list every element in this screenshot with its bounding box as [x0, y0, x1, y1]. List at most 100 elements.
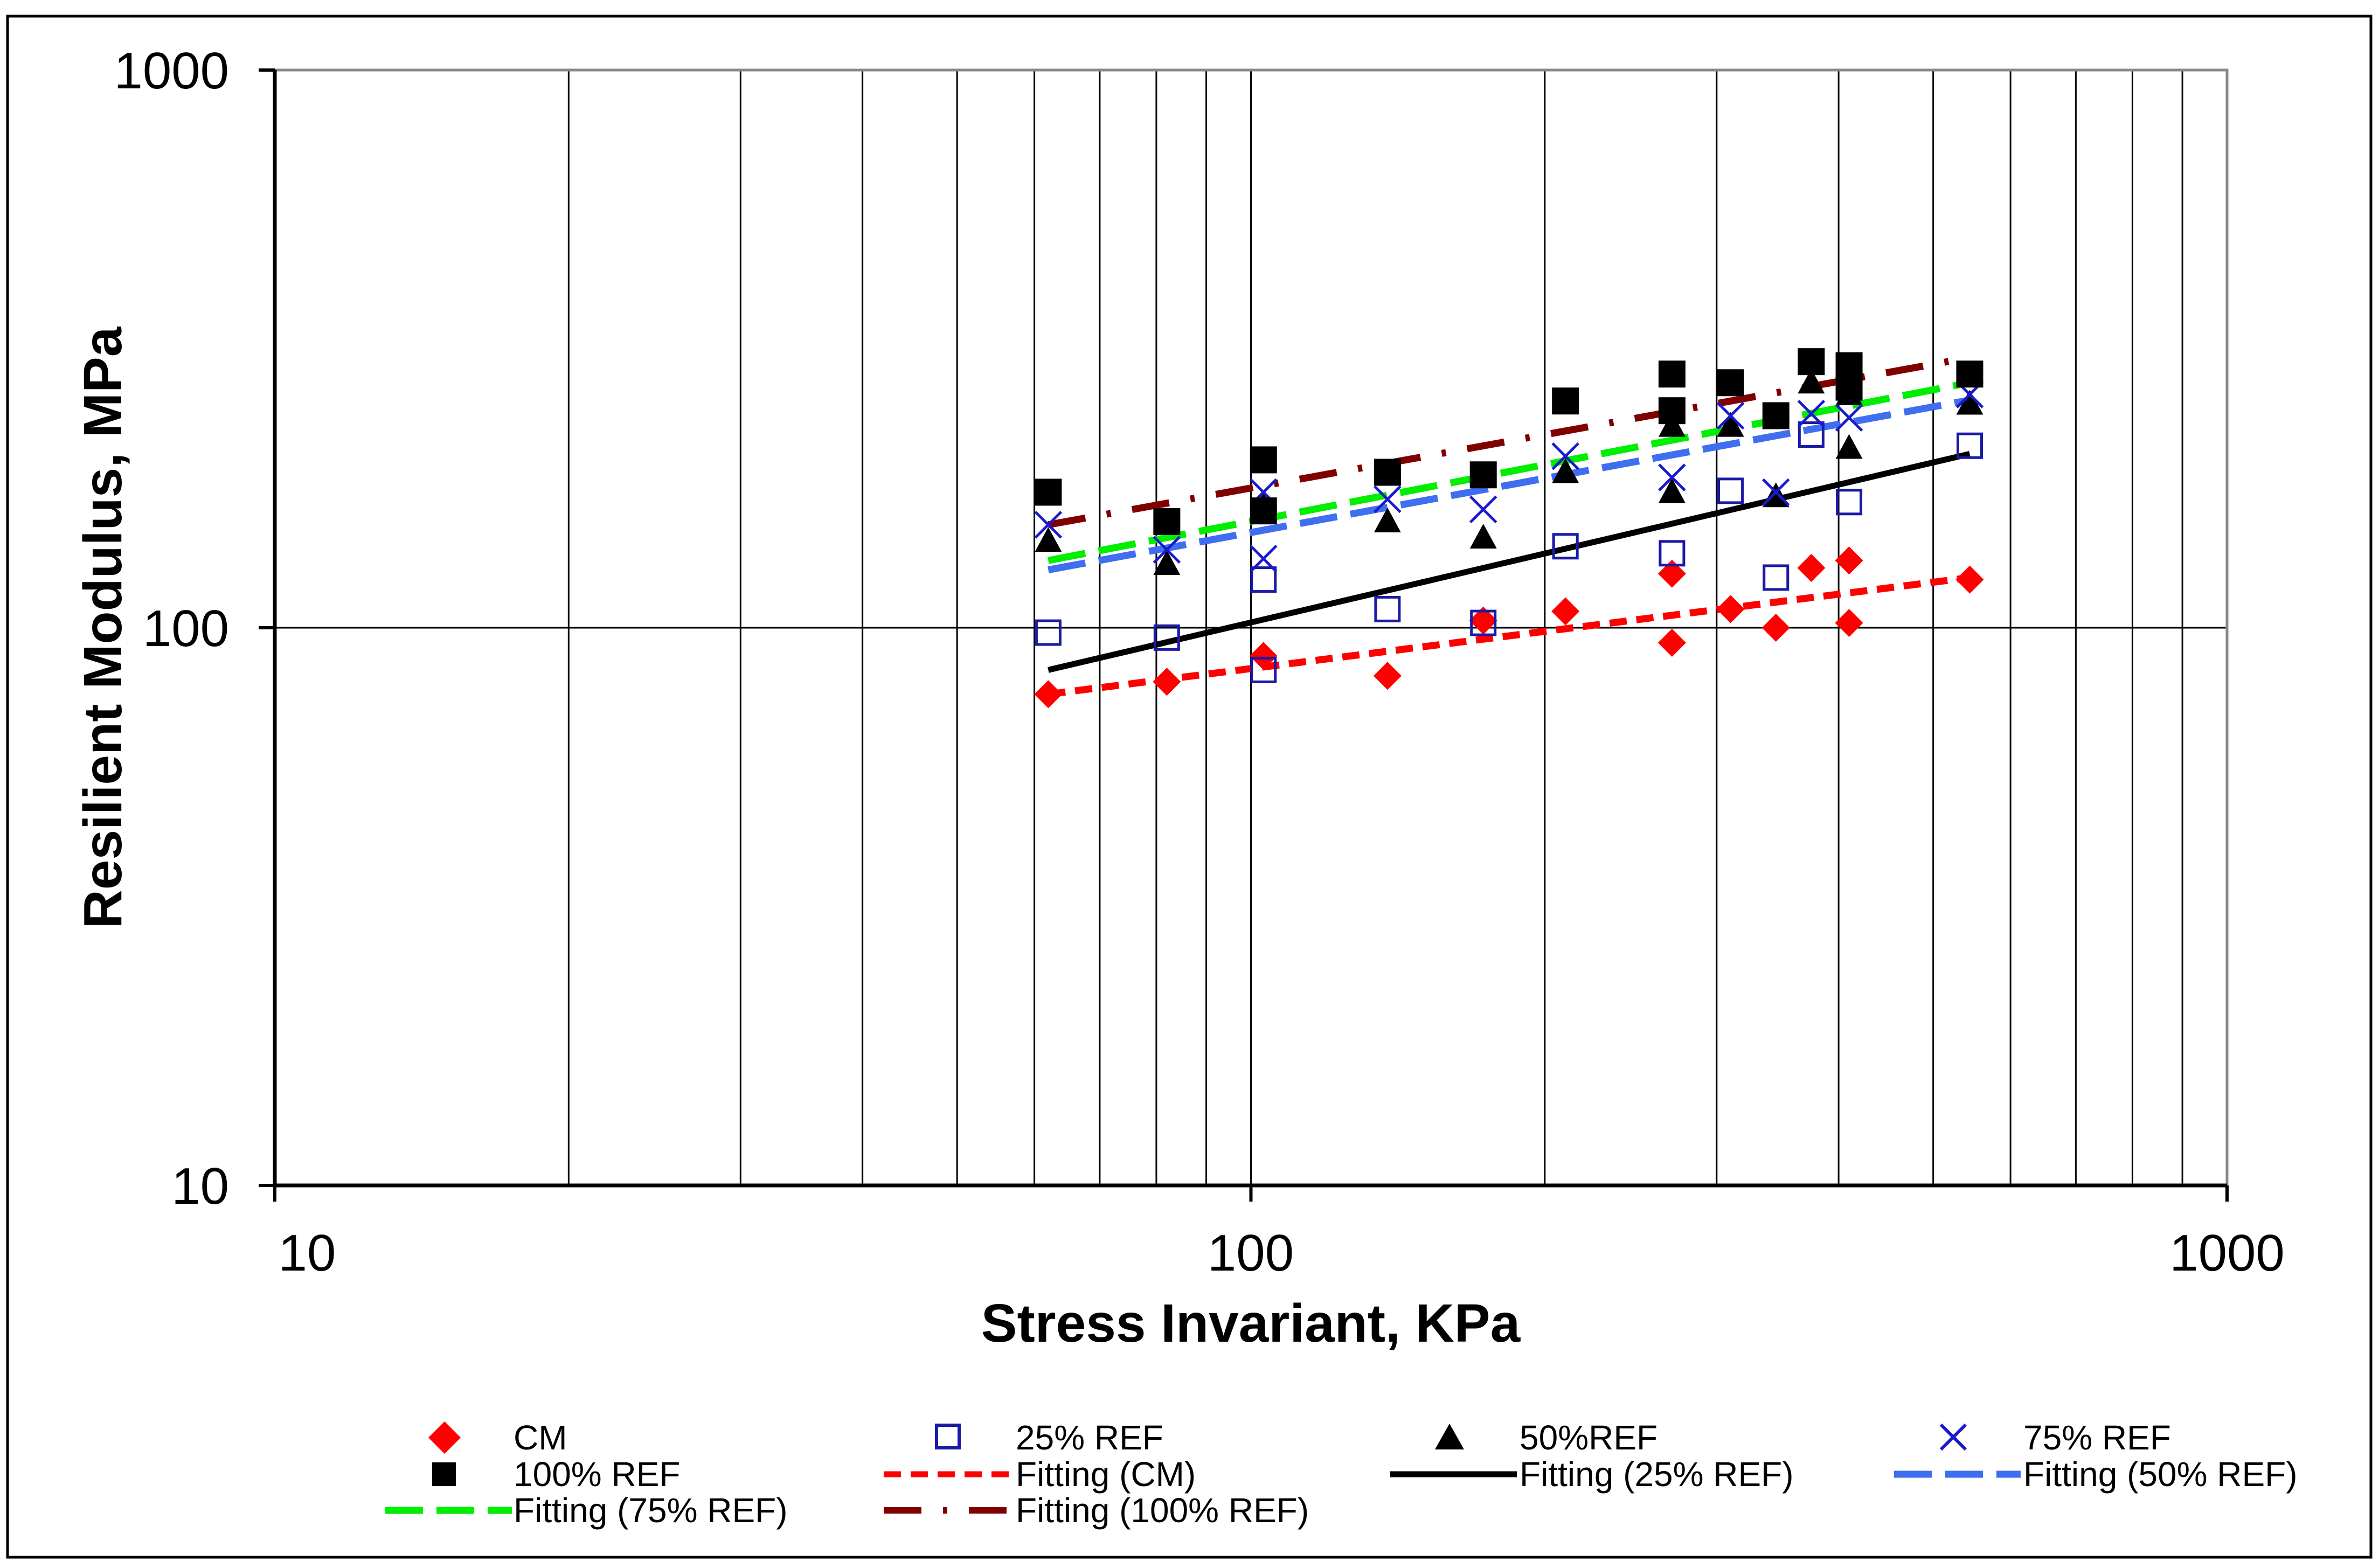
point-50-ref-6: [1658, 478, 1686, 503]
legend-entry-fitting-25-ref: Fitting (25% REF): [1390, 1455, 1794, 1494]
point-25-ref-5: [1470, 609, 1497, 636]
point-cm-0: [1034, 680, 1063, 709]
fit-line-fitting-cm: [1048, 574, 1971, 698]
point-100-ref-1: [1153, 508, 1181, 536]
point-50-ref-7: [1658, 412, 1686, 437]
legend-label-cm: CM: [514, 1418, 567, 1457]
point-50-ref-3: [1374, 508, 1401, 533]
point-cm-8: [1716, 595, 1745, 623]
point-cm-10: [1797, 554, 1826, 582]
point-75-ref-11: [1835, 404, 1863, 432]
legend-entry-25-ref: 25% REF: [935, 1418, 1163, 1457]
point-75-ref-2: [1249, 545, 1278, 573]
point-50-ref-13: [1956, 390, 1983, 415]
legend-label-100-ref: 100% REF: [514, 1455, 680, 1494]
x-tick-label-1: 100: [1208, 1224, 1294, 1282]
legend: CM 25% REF 50%REF 75% REF 100% REF Fitti…: [385, 1418, 2298, 1530]
point-100-ref-4: [1374, 459, 1401, 486]
legend-entry-100-ref: 100% REF: [432, 1455, 680, 1494]
point-100-ref-7: [1658, 360, 1686, 388]
point-50-ref-1: [1153, 550, 1181, 575]
point-25-ref-4: [1374, 595, 1401, 622]
point-50-ref-4: [1469, 523, 1497, 549]
point-75-ref-6: [1551, 442, 1579, 470]
y-tick-label-1: 100: [143, 600, 229, 657]
point-cm-5: [1551, 597, 1580, 626]
point-25-ref-12: [1956, 432, 1983, 459]
point-cm-13: [1955, 565, 1984, 594]
point-100-ref-11: [1798, 348, 1825, 376]
legend-label-fitting-25-ref: Fitting (25% REF): [1520, 1455, 1794, 1494]
point-25-ref-7: [1659, 540, 1686, 567]
point-75-ref-4: [1374, 485, 1402, 514]
data-markers: [1034, 348, 1984, 709]
legend-entry-fitting-100-ref: Fitting (100% REF): [884, 1491, 1309, 1530]
point-75-ref-1: [1153, 536, 1181, 564]
point-50-ref-10: [1798, 369, 1825, 394]
point-25-ref-8: [1717, 477, 1744, 504]
point-100-ref-5: [1469, 461, 1497, 489]
legend-entry-75-ref: 75% REF: [1939, 1418, 2171, 1457]
x-tick-label-2: 1000: [2169, 1224, 2285, 1282]
legend-entry-fitting-50-ref: Fitting (50% REF): [1894, 1455, 2298, 1494]
y-axis-title: Resilient Modulus, MPa: [73, 326, 133, 928]
point-50-ref-11: [1835, 434, 1863, 459]
point-cm-2: [1249, 642, 1278, 670]
fit-line-fitting-25-ref: [1048, 450, 1971, 673]
legend-entry-fitting-75-ref: Fitting (75% REF): [385, 1491, 788, 1530]
point-75-ref-5: [1469, 495, 1497, 524]
legend-label-fitting-50-ref: Fitting (50% REF): [2023, 1455, 2298, 1494]
point-100-ref-8: [1658, 397, 1686, 425]
point-25-ref-10: [1798, 421, 1825, 448]
x-axis-title: Stress Invariant, KPa: [981, 1293, 1521, 1354]
legend-label-75-ref: 75% REF: [2023, 1418, 2171, 1457]
fit-line-fitting-50-ref: [1048, 397, 1971, 573]
point-cm-3: [1373, 662, 1402, 690]
point-25-ref-11: [1836, 489, 1863, 516]
point-cm-4: [1469, 606, 1497, 635]
point-100-ref-3: [1250, 497, 1277, 525]
point-25-ref-1: [1153, 624, 1180, 651]
point-75-ref-8: [1716, 401, 1745, 430]
y-tick-label-0: 10: [171, 1157, 229, 1215]
legend-entry-fitting-cm: Fitting (CM): [884, 1455, 1196, 1494]
point-100-ref-0: [1035, 478, 1062, 506]
legend-label-50-ref: 50%REF: [1520, 1418, 1657, 1457]
point-25-ref-3: [1250, 566, 1277, 593]
tick-marks: [259, 68, 2229, 1202]
legend-label-fitting-75-ref: Fitting (75% REF): [514, 1491, 788, 1530]
point-25-ref-6: [1552, 533, 1579, 560]
point-100-ref-6: [1552, 387, 1579, 415]
point-75-ref-0: [1034, 511, 1063, 539]
point-50-ref-9: [1762, 482, 1790, 508]
point-50-ref-0: [1035, 527, 1062, 552]
point-75-ref-7: [1658, 463, 1686, 491]
point-cm-6: [1657, 628, 1686, 657]
point-100-ref-13: [1835, 373, 1863, 401]
point-25-ref-9: [1763, 564, 1790, 591]
point-cm-12: [1835, 546, 1863, 575]
point-75-ref-10: [1797, 399, 1826, 428]
x-tick-label-0: 10: [279, 1224, 336, 1282]
point-75-ref-9: [1761, 478, 1790, 507]
legend-entry-50-ref: 50%REF: [1435, 1418, 1657, 1457]
legend-label-25-ref: 25% REF: [1016, 1418, 1163, 1457]
point-cm-1: [1153, 668, 1181, 696]
point-cm-7: [1657, 559, 1686, 588]
legend-label-fitting-100-ref: Fitting (100% REF): [1016, 1491, 1309, 1530]
point-25-ref-0: [1035, 619, 1062, 646]
fit-line-fitting-75-ref: [1048, 379, 1971, 564]
point-25-ref-2: [1250, 656, 1277, 683]
point-50-ref-8: [1717, 412, 1744, 437]
point-cm-11: [1835, 609, 1863, 637]
legend-label-fitting-cm: Fitting (CM): [1016, 1455, 1196, 1494]
point-100-ref-2: [1250, 446, 1277, 474]
gridlines: [275, 70, 2227, 1185]
legend-entry-cm: CM: [428, 1418, 567, 1457]
point-100-ref-9: [1717, 369, 1744, 397]
point-100-ref-14: [1956, 360, 1983, 388]
point-50-ref-5: [1552, 458, 1579, 483]
point-100-ref-10: [1762, 402, 1790, 429]
point-cm-9: [1761, 614, 1790, 642]
